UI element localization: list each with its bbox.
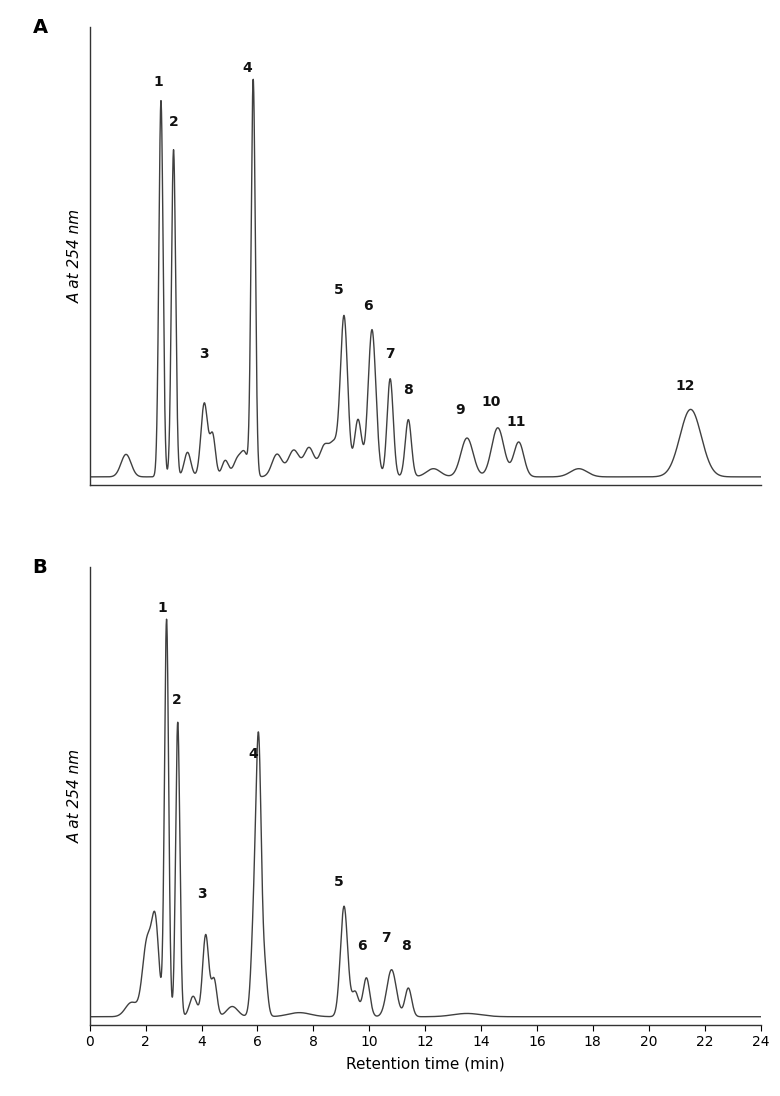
Text: 6: 6 <box>357 939 367 952</box>
Text: 5: 5 <box>334 283 343 297</box>
Text: 6: 6 <box>363 299 373 313</box>
Text: 7: 7 <box>385 347 395 361</box>
Text: 5: 5 <box>334 875 343 889</box>
Text: 10: 10 <box>481 395 501 409</box>
Text: 4: 4 <box>248 747 258 761</box>
Text: B: B <box>33 558 48 578</box>
Text: 2: 2 <box>168 115 179 129</box>
Y-axis label: A at 254 nm: A at 254 nm <box>68 209 83 304</box>
Text: 12: 12 <box>675 379 695 393</box>
Text: 1: 1 <box>158 602 167 615</box>
Text: 7: 7 <box>381 931 391 945</box>
Text: 9: 9 <box>456 403 465 416</box>
X-axis label: Retention time (min): Retention time (min) <box>346 1057 505 1071</box>
Text: 3: 3 <box>200 347 209 361</box>
Text: 4: 4 <box>243 61 253 76</box>
Text: 2: 2 <box>172 693 181 707</box>
Y-axis label: A at 254 nm: A at 254 nm <box>68 749 83 843</box>
Text: 8: 8 <box>403 383 413 397</box>
Text: A: A <box>33 19 48 37</box>
Text: 11: 11 <box>506 415 526 429</box>
Text: 1: 1 <box>154 76 163 90</box>
Text: 8: 8 <box>401 939 410 952</box>
Text: 3: 3 <box>197 887 207 901</box>
